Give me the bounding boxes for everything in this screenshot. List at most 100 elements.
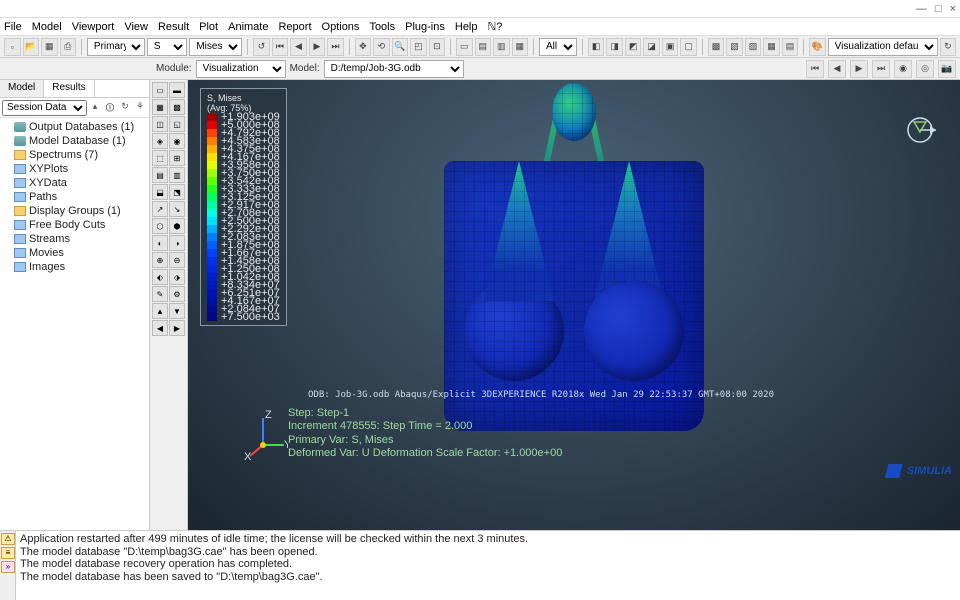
tb-view3-icon[interactable]: ▥ <box>493 38 510 56</box>
tree-item-5[interactable]: Paths <box>0 190 149 204</box>
toolbox-btn-18[interactable]: ◐ <box>152 235 168 251</box>
display-group-combo[interactable]: All <box>539 38 577 56</box>
menu-model[interactable]: Model <box>32 21 62 33</box>
toolbox-btn-24[interactable]: ✎ <box>152 286 168 302</box>
tb-dg1-icon[interactable]: ◧ <box>588 38 605 56</box>
vpctrl-cam3-icon[interactable]: 📷 <box>938 60 956 78</box>
tb-fit-icon[interactable]: ⊡ <box>429 38 446 56</box>
window-close[interactable]: × <box>950 3 956 15</box>
tree-item-10[interactable]: Images <box>0 260 149 274</box>
tree-item-2[interactable]: Spectrums (7) <box>0 148 149 162</box>
menu-animate[interactable]: Animate <box>228 21 268 33</box>
tb-view2-icon[interactable]: ▤ <box>475 38 492 56</box>
tb-open-icon[interactable]: 📂 <box>23 38 40 56</box>
tb-prev-icon[interactable]: ◀ <box>290 38 307 56</box>
tb-frame-swap-icon[interactable]: ↺ <box>253 38 270 56</box>
toolbox-btn-29[interactable]: ▶ <box>169 320 185 336</box>
tb-dg6-icon[interactable]: ▢ <box>680 38 697 56</box>
tb-dg3-icon[interactable]: ◩ <box>625 38 642 56</box>
tree-item-9[interactable]: Movies <box>0 246 149 260</box>
orientation-cube-icon[interactable] <box>900 110 940 150</box>
vpctrl-cam2-icon[interactable]: ◎ <box>916 60 934 78</box>
tb-dg4-icon[interactable]: ◪ <box>643 38 660 56</box>
toolbox-btn-2[interactable]: ▦ <box>152 99 168 115</box>
toolbox-btn-3[interactable]: ▩ <box>169 99 185 115</box>
menu-plugins[interactable]: Plug-ins <box>405 21 445 33</box>
toolbox-btn-26[interactable]: ▲ <box>152 303 168 319</box>
menu-help[interactable]: Help <box>455 21 478 33</box>
toolbox-btn-0[interactable]: ▭ <box>152 82 168 98</box>
tb-render3-icon[interactable]: ▨ <box>745 38 762 56</box>
window-maximize[interactable]: □ <box>935 3 942 15</box>
tb-render4-icon[interactable]: ▦ <box>763 38 780 56</box>
vpctrl-play-icon[interactable]: ▶ <box>850 60 868 78</box>
tb-new-icon[interactable]: ▫ <box>4 38 21 56</box>
toolbox-btn-15[interactable]: ↘ <box>169 201 185 217</box>
viz-defaults-combo[interactable]: Visualization defaults <box>828 38 938 56</box>
menu-report[interactable]: Report <box>278 21 311 33</box>
session-data-combo[interactable]: Session Data <box>2 100 87 116</box>
tree-item-6[interactable]: Display Groups (1) <box>0 204 149 218</box>
toolbox-btn-20[interactable]: ⊕ <box>152 252 168 268</box>
toolbox-btn-16[interactable]: ⬡ <box>152 218 168 234</box>
window-minimize[interactable]: — <box>916 3 927 15</box>
tb-color-icon[interactable]: 🎨 <box>809 38 826 56</box>
vpctrl-first-icon[interactable]: ⏮ <box>806 60 824 78</box>
variable-combo[interactable]: S <box>147 38 187 56</box>
session-refresh-icon[interactable]: ↻ <box>118 101 132 115</box>
menu-result[interactable]: Result <box>158 21 189 33</box>
tree-item-1[interactable]: Model Database (1) <box>0 134 149 148</box>
toolbox-btn-14[interactable]: ↗ <box>152 201 168 217</box>
toolbox-btn-13[interactable]: ⬔ <box>169 184 185 200</box>
toolbox-btn-8[interactable]: ⬚ <box>152 150 168 166</box>
toolbox-btn-1[interactable]: ▬ <box>169 82 185 98</box>
toolbox-btn-28[interactable]: ◀ <box>152 320 168 336</box>
tree-item-8[interactable]: Streams <box>0 232 149 246</box>
tb-render2-icon[interactable]: ▧ <box>726 38 743 56</box>
tb-next-icon[interactable]: ▶ <box>309 38 326 56</box>
tb-refresh-icon[interactable]: ↻ <box>940 38 957 56</box>
tb-rotate-icon[interactable]: ⟲ <box>373 38 390 56</box>
tb-view1-icon[interactable]: ▭ <box>456 38 473 56</box>
toolbox-btn-21[interactable]: ⊖ <box>169 252 185 268</box>
tb-save-icon[interactable]: ▦ <box>41 38 58 56</box>
session-up-icon[interactable]: ▴ <box>88 101 102 115</box>
tree-item-0[interactable]: Output Databases (1) <box>0 120 149 134</box>
menu-viewport[interactable]: Viewport <box>72 21 115 33</box>
tab-results[interactable]: Results <box>44 80 94 97</box>
viewport[interactable]: S, Mises (Avg: 75%) +1.903e+09+5.000e+08… <box>188 80 960 530</box>
tb-first-icon[interactable]: ⏮ <box>272 38 289 56</box>
tb-print-icon[interactable]: ⎙ <box>60 38 77 56</box>
tb-view4-icon[interactable]: ▦ <box>512 38 529 56</box>
vpctrl-prev-icon[interactable]: ◀ <box>828 60 846 78</box>
invariant-combo[interactable]: Mises <box>189 38 242 56</box>
toolbox-btn-22[interactable]: ⬖ <box>152 269 168 285</box>
toolbox-btn-9[interactable]: ⊞ <box>169 150 185 166</box>
toolbox-btn-27[interactable]: ▼ <box>169 303 185 319</box>
menu-tools[interactable]: Tools <box>369 21 395 33</box>
toolbox-btn-5[interactable]: ◱ <box>169 116 185 132</box>
session-info-icon[interactable]: 🛈 <box>103 101 117 115</box>
tb-render1-icon[interactable]: ▩ <box>708 38 725 56</box>
vpctrl-cam1-icon[interactable]: ◉ <box>894 60 912 78</box>
gutter-warn-icon[interactable]: ⚠ <box>1 533 15 545</box>
toolbox-btn-4[interactable]: ◫ <box>152 116 168 132</box>
tb-dg2-icon[interactable]: ◨ <box>606 38 623 56</box>
toolbox-btn-10[interactable]: ▤ <box>152 167 168 183</box>
menu-file[interactable]: File <box>4 21 22 33</box>
toolbox-btn-6[interactable]: ◈ <box>152 133 168 149</box>
tree-item-7[interactable]: Free Body Cuts <box>0 218 149 232</box>
tb-zoombox-icon[interactable]: ◰ <box>410 38 427 56</box>
toolbox-btn-25[interactable]: ⚙ <box>169 286 185 302</box>
tree-item-4[interactable]: XYData <box>0 176 149 190</box>
toolbox-btn-17[interactable]: ⬢ <box>169 218 185 234</box>
tb-zoom-icon[interactable]: 🔍 <box>392 38 409 56</box>
model-combo[interactable]: D:/temp/Job-3G.odb <box>324 60 464 78</box>
toolbox-btn-12[interactable]: ⬓ <box>152 184 168 200</box>
tb-dg5-icon[interactable]: ▣ <box>662 38 679 56</box>
toolbox-btn-23[interactable]: ⬗ <box>169 269 185 285</box>
vpctrl-last-icon[interactable]: ⏭ <box>872 60 890 78</box>
menu-view[interactable]: View <box>124 21 148 33</box>
gutter-log-icon[interactable]: ≡ <box>1 547 15 559</box>
menu-plot[interactable]: Plot <box>199 21 218 33</box>
